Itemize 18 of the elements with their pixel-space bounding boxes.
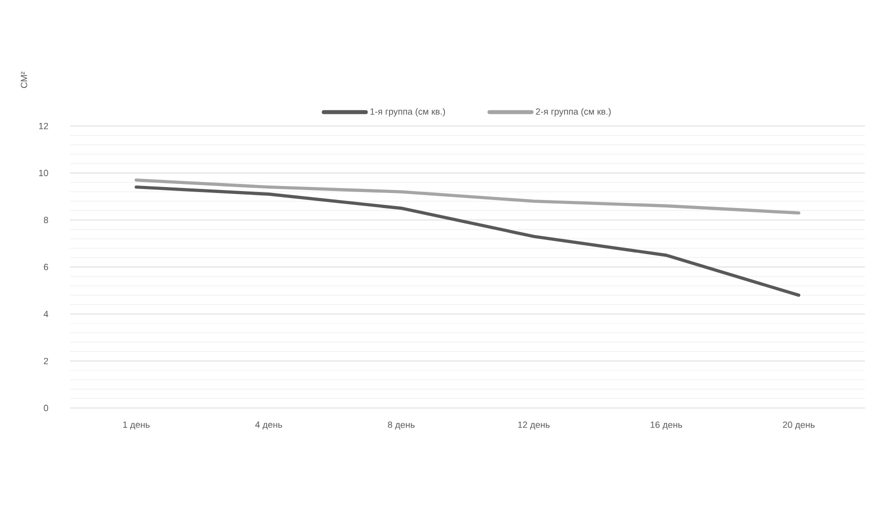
legend-label: 1-я группа (см кв.) <box>370 108 445 117</box>
x-tick-label: 12 день <box>518 422 550 430</box>
x-tick-label: 16 день <box>650 422 682 430</box>
y-tick-label: 4 <box>44 310 48 318</box>
y-axis-title: СМ² <box>20 72 28 88</box>
x-tick-label: 20 день <box>782 422 815 430</box>
y-tick-label: 2 <box>44 358 48 364</box>
line-series <box>134 185 800 297</box>
x-tick-label: 1 день <box>123 422 150 430</box>
y-tick-label: 0 <box>44 404 48 412</box>
x-tick-label: 4 день <box>255 422 282 430</box>
legend-label: 2-я группа (см кв.) <box>536 108 611 117</box>
line-series <box>134 178 800 215</box>
y-tick-label: 6 <box>44 264 48 270</box>
y-tick-label: 8 <box>44 216 48 224</box>
y-tick-label: 10 <box>39 170 48 176</box>
x-tick-label: 8 день <box>388 422 415 430</box>
y-tick-label: 12 <box>39 122 48 130</box>
